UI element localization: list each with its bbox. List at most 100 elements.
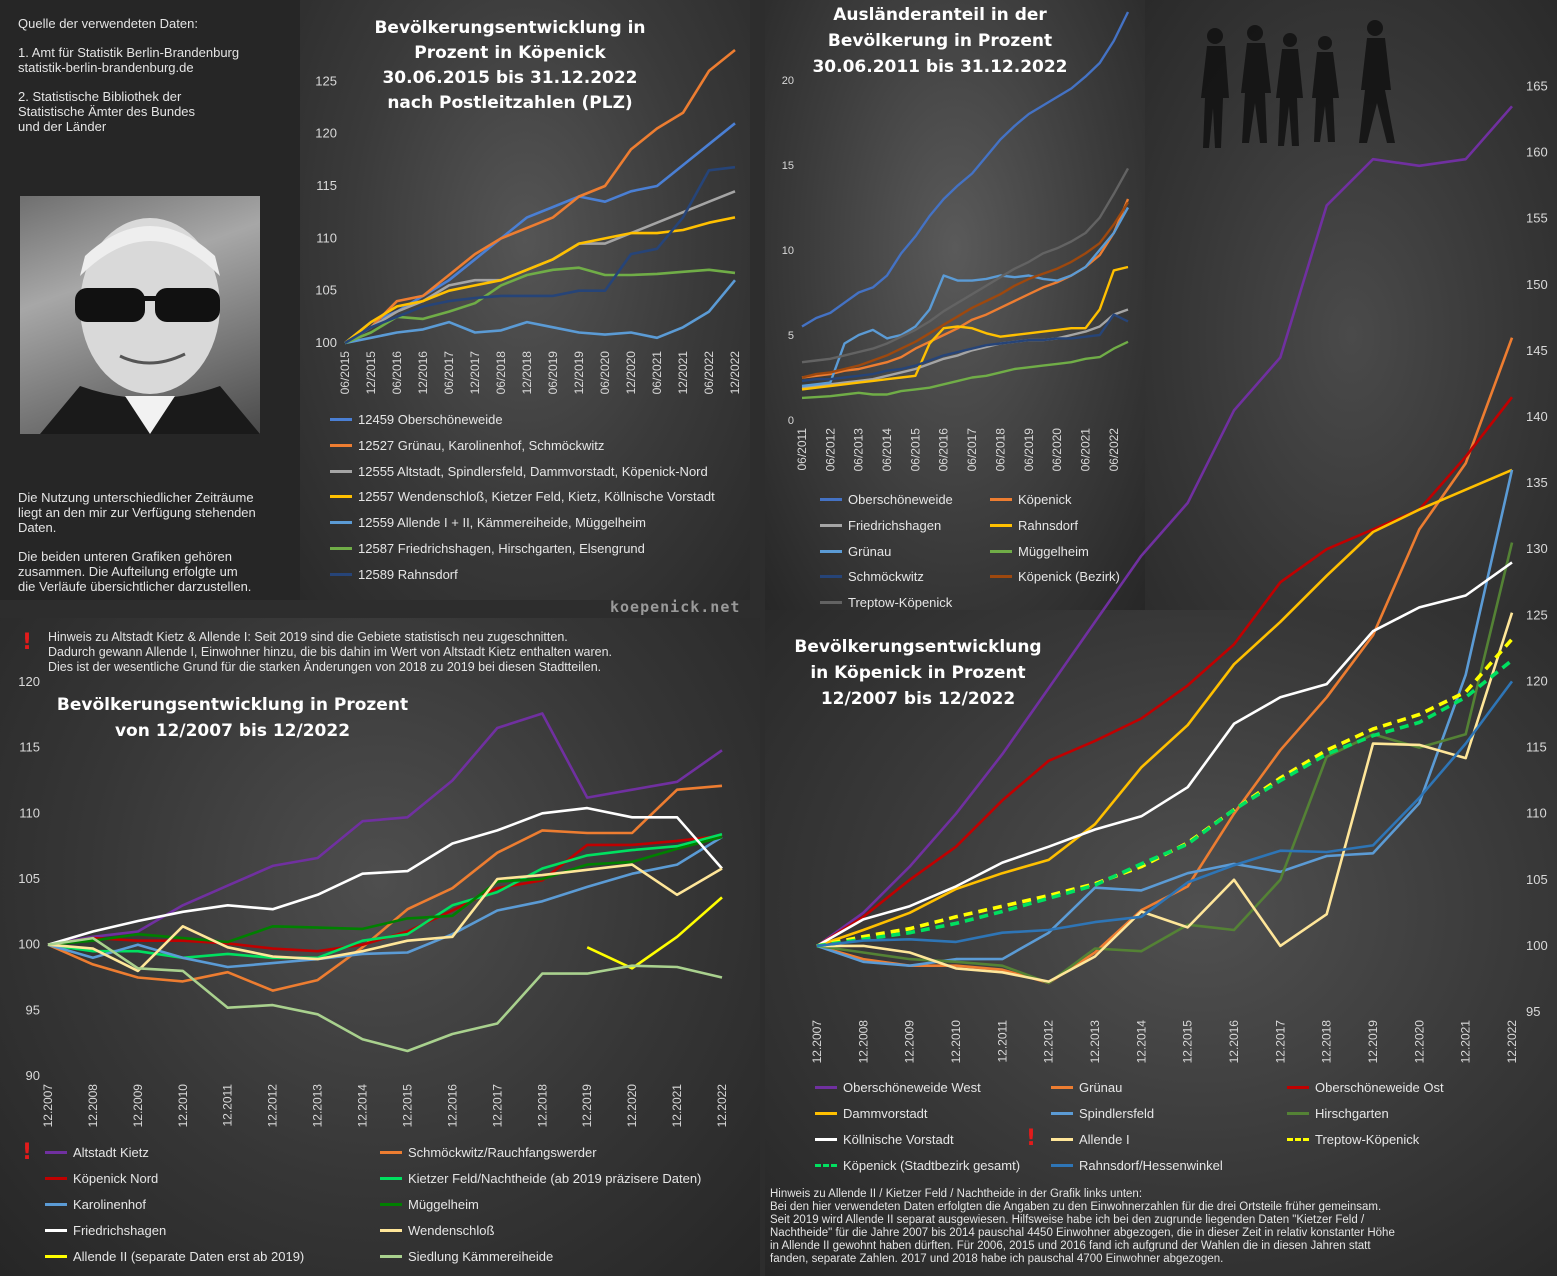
y-tick-label: 110 [19,805,40,820]
portrait-icon [40,218,260,434]
y-tick-label: 115 [19,740,40,755]
legend-swatch [1051,1164,1073,1167]
legend-swatch [45,1229,67,1232]
series-line [47,833,723,960]
warning-icon: ! [1026,1126,1037,1151]
legend-swatch [45,1255,67,1258]
warning-icon: ! [22,1140,33,1165]
legend-item: Oberschöneweide Ost [1287,1080,1444,1095]
y-tick-label: 125 [315,73,337,88]
y-tick-label: 95 [26,1002,40,1017]
x-tick-label: 06/2021 [1078,428,1092,472]
legend-item: 12589 Rahnsdorf [330,567,458,582]
legend-item: Dammvorstadt [815,1106,928,1121]
x-tick-label: 12/2020 [624,351,638,395]
x-tick-label: 12.2022 [1505,1020,1519,1064]
watermark: koepenick.net [610,598,741,616]
legend-swatch [990,575,1012,579]
y-tick-label: 90 [26,1068,40,1083]
legend-swatch [380,1229,402,1232]
side-note-p1: Die Nutzung unterschiedlicher Zeiträume … [18,490,256,535]
legend-label: Spindlersfeld [1079,1106,1155,1121]
plz-chart-title: Bevölkerungsentwicklung in Prozent in Kö… [374,18,646,113]
legend-item: Karolinenhof [45,1197,146,1212]
legend-label: Friedrichshagen [848,517,942,533]
x-tick-label: 12.2015 [400,1084,414,1128]
x-tick-label: 06/2018 [993,428,1007,472]
x-tick-label: 12.2008 [856,1020,870,1064]
legend-item: Köllnische Vorstadt [815,1132,954,1147]
legend-label: Köpenick (Stadtbezirk gesamt) [843,1158,1021,1173]
y-tick-label: 145 [1526,343,1548,358]
legend-item: Schmöckwitz/Rauchfangswerder [380,1145,597,1160]
warning-icon: ! [22,630,33,655]
x-tick-label: 06/2020 [598,351,612,395]
legend-item: 12459 Oberschöneweide [330,412,503,427]
sources-item-1: 1. Amt für Statistik Berlin-Brandenburg … [18,45,240,75]
legend-swatch [820,498,842,501]
legend-swatch [330,443,352,447]
x-tick-label: 12/2021 [676,351,690,395]
legend-item: Altstadt Kietz [45,1145,149,1160]
y-tick-label: 95 [1526,1004,1540,1019]
x-tick-label: 12.2019 [580,1084,594,1128]
x-tick-label: 12.2020 [625,1084,639,1128]
series-line [816,396,1514,948]
x-tick-label: 12.2009 [903,1020,917,1064]
legend-item: Friedrichshagen [45,1223,166,1238]
legend-item: Schmöckwitz [820,569,924,584]
series-line [47,936,723,1053]
legend-label: 12459 Oberschöneweide [358,412,503,427]
legend-label: Friedrichshagen [73,1223,167,1238]
y-tick-label: 130 [1526,541,1548,556]
series-line [47,863,723,973]
legend-swatch [45,1177,67,1180]
legend-label: Köllnische Vorstadt [843,1132,954,1147]
sources-item-2: 2. Statistische Bibliothek der Statistis… [18,89,196,134]
legend-swatch [815,1086,837,1089]
legend-item: 12587 Friedrichshagen, Hirschgarten, Els… [330,541,645,556]
y-tick-label: 15 [782,160,794,172]
x-tick-label: 12.2012 [266,1084,280,1128]
x-tick-label: 12.2012 [1042,1020,1056,1064]
y-tick-label: 120 [18,674,40,689]
series-line [801,206,1130,388]
legend-label: Müggelheim [1018,543,1089,559]
legend-label: Oberschöneweide West [843,1080,981,1095]
legend-swatch [45,1203,67,1206]
right-bottom-chart: 95 100 105 110 115 120 125 130 135 140 145 150 155 16… [810,78,1548,1064]
x-tick-label: 12.2014 [356,1084,370,1128]
legend-label: Kietzer Feld/Nachtheide (ab 2019 präzise… [408,1171,702,1186]
legend-label: Wendenschloß [408,1223,495,1238]
legend-label: Karolinenhof [73,1197,146,1212]
legend-item: Wendenschloß [380,1223,494,1238]
series-line [801,313,1129,383]
y-tick-label: 150 [1526,277,1548,292]
side-note: Die Nutzung unterschiedlicher Zeiträume … [18,490,303,608]
y-tick-label: 155 [1526,211,1548,226]
legend-item: Rahnsdorf [990,518,1078,533]
x-tick-label: 06/2012 [823,428,837,472]
x-tick-label: 12/2016 [416,351,430,395]
x-tick-label: 12.2022 [715,1084,729,1128]
legend-swatch [380,1177,402,1180]
legend-item: Grünau [820,544,891,559]
legend-label: Siedlung Kämmereiheide [408,1249,554,1264]
legend-swatch [330,469,352,473]
legend-item: Rahnsdorf/Hessenwinkel [1051,1158,1223,1173]
x-tick-label: 12.2017 [1273,1020,1287,1064]
left-bottom-chart: 90 95 100 105 110 115 120 12.2007 12.2008 12.2009… [18,674,729,1128]
x-tick-label: 12.2014 [1134,1020,1148,1064]
legend-item: Treptow-Köpenick [1287,1132,1419,1147]
x-tick-label: 06/2019 [1022,428,1036,472]
side-note-p2: Die beiden unteren Grafiken gehören zusa… [18,549,252,594]
y-tick-label: 140 [1526,409,1548,424]
legend-item: 12555 Altstadt, Spindlersfeld, Dammvorst… [330,464,708,479]
legend-swatch [1287,1138,1309,1141]
x-tick-label: 12.2015 [1181,1020,1195,1064]
x-tick-label: 06/2014 [880,428,894,472]
legend-item: Spindlersfeld [1051,1106,1154,1121]
legend-item: Köpenick [990,492,1071,507]
legend-item: 12559 Allende I + II, Kämmereiheide, Müg… [330,515,646,530]
legend-swatch [330,495,352,499]
